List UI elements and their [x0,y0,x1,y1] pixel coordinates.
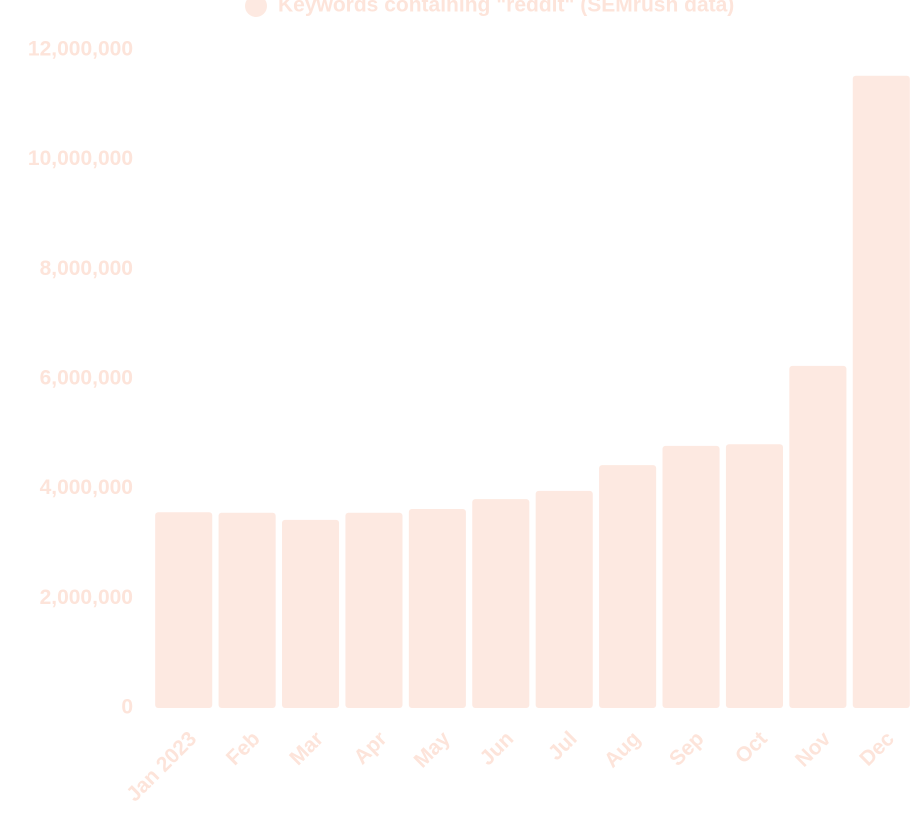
bar [789,365,847,708]
x-tick-label: Feb [222,727,265,770]
x-tick-label: Oct [731,727,772,768]
bar [599,465,657,708]
x-tick-label: Jan 2023 [122,727,201,806]
bar [662,445,720,708]
y-tick-label: 4,000,000 [40,476,133,499]
x-tick-label: Mar [285,727,328,770]
y-tick-label: 0 [121,696,133,719]
legend-marker [245,0,267,17]
bar [345,512,403,708]
y-tick-label: 6,000,000 [40,367,133,390]
bar [155,512,213,708]
x-tick-label: Nov [791,727,836,772]
bar [472,499,530,708]
x-tick-label: Aug [600,727,645,772]
legend-label: Keywords containing "reddit" (SEMrush da… [278,0,734,17]
x-tick-label: Jul [544,727,582,765]
bar [282,519,340,708]
bar [218,512,276,708]
y-tick-label: 2,000,000 [40,586,133,609]
x-tick-label: Dec [855,727,899,771]
y-tick-label: 12,000,000 [28,38,133,61]
bar [852,75,910,708]
bar [725,444,783,708]
x-tick-label: May [410,727,455,772]
x-tick-label: Jun [476,727,519,770]
bar [535,490,593,708]
bar [408,508,466,708]
y-tick-label: 8,000,000 [40,257,133,280]
x-tick-label: Sep [665,727,708,770]
y-tick-label: 10,000,000 [28,147,133,170]
x-tick-label: Apr [350,727,392,769]
